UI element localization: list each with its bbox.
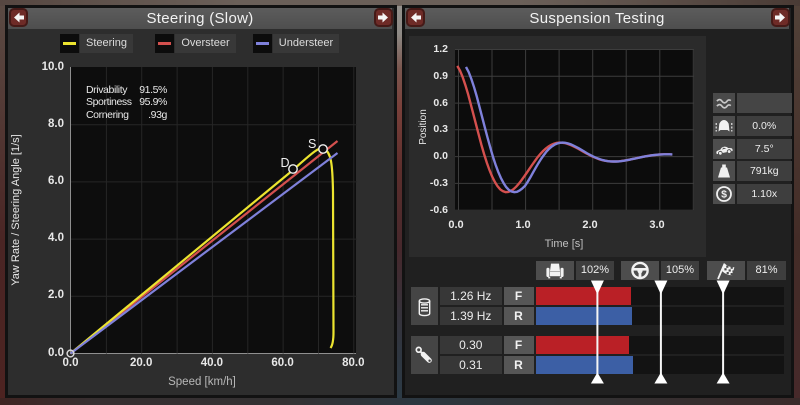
svg-text:D: D [281, 156, 290, 170]
svg-text:S: S [308, 137, 316, 151]
svg-text:$: $ [721, 189, 727, 201]
